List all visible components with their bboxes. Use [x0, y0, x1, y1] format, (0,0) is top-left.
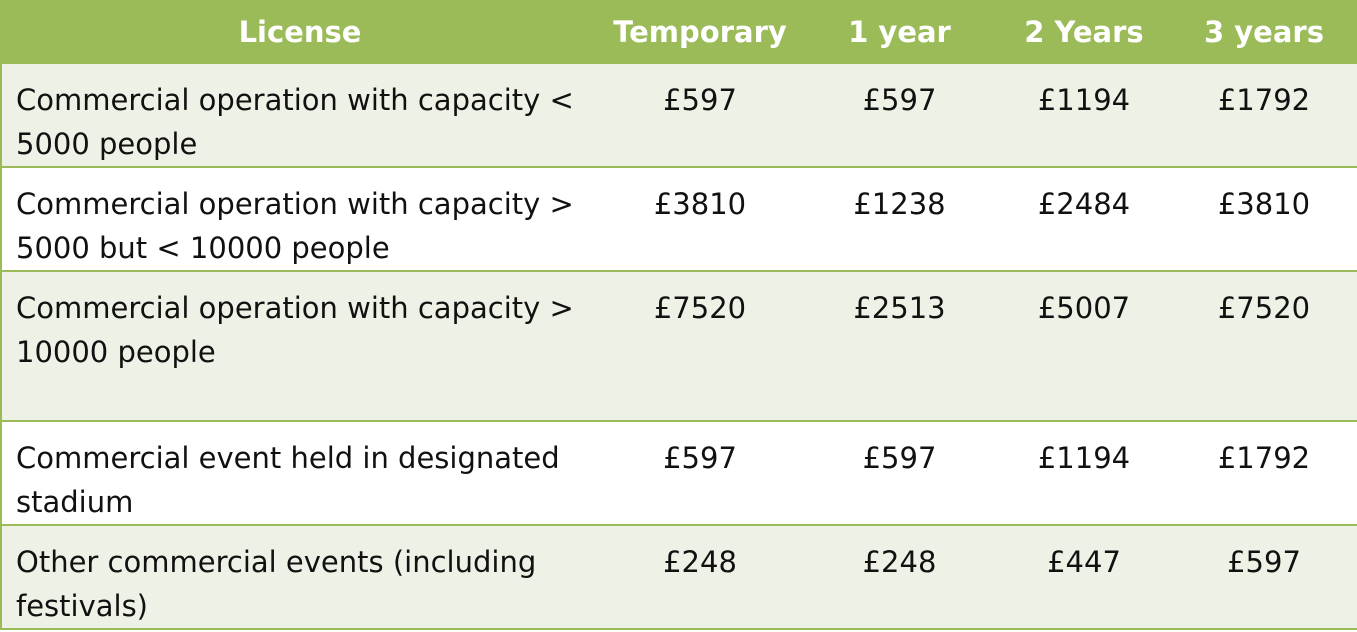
- license-cell: Commercial operation with capacity < 500…: [16, 83, 574, 161]
- one-year-price: £597: [862, 83, 937, 117]
- table-row: Commercial operation with capacity > 100…: [1, 271, 1357, 421]
- three-years-price: £3810: [1217, 187, 1311, 221]
- one-year-price: £248: [862, 545, 937, 579]
- table-row: Other commercial events (including festi…: [1, 525, 1357, 629]
- license-cell: Other commercial events (including festi…: [16, 545, 537, 623]
- header-temporary: Temporary: [613, 15, 787, 49]
- license-cell: Commercial event held in designated stad…: [16, 441, 560, 519]
- header-2-years: 2 Years: [1024, 15, 1144, 49]
- one-year-price: £2513: [853, 291, 946, 325]
- temporary-price: £248: [663, 545, 737, 579]
- header-license: License: [238, 15, 362, 49]
- temporary-price: £597: [663, 83, 737, 117]
- temporary-price: £597: [663, 441, 737, 475]
- table-row: Commercial event held in designated stad…: [1, 421, 1357, 525]
- temporary-price: £3810: [653, 187, 747, 221]
- one-year-price: £1238: [853, 187, 946, 221]
- three-years-price: £7520: [1217, 291, 1311, 325]
- one-year-price: £597: [862, 441, 937, 475]
- two-years-price: £1194: [1037, 83, 1131, 117]
- three-years-price: £1792: [1217, 441, 1311, 475]
- table-row: Commercial operation with capacity > 500…: [1, 167, 1357, 271]
- three-years-price: £1792: [1217, 83, 1311, 117]
- license-cell: Commercial operation with capacity > 500…: [16, 187, 574, 265]
- temporary-price: £7520: [653, 291, 747, 325]
- license-cell: Commercial operation with capacity > 100…: [16, 291, 574, 369]
- two-years-price: £447: [1047, 545, 1121, 579]
- two-years-price: £2484: [1037, 187, 1131, 221]
- header-1-year: 1 year: [848, 15, 951, 49]
- table-row: Commercial operation with capacity < 500…: [1, 63, 1357, 167]
- two-years-price: £5007: [1037, 291, 1131, 325]
- three-years-price: £597: [1227, 545, 1301, 579]
- two-years-price: £1194: [1037, 441, 1131, 475]
- table-header-row: License Temporary 1 year 2 Years 3 years: [1, 1, 1357, 63]
- header-3-years: 3 years: [1204, 15, 1324, 49]
